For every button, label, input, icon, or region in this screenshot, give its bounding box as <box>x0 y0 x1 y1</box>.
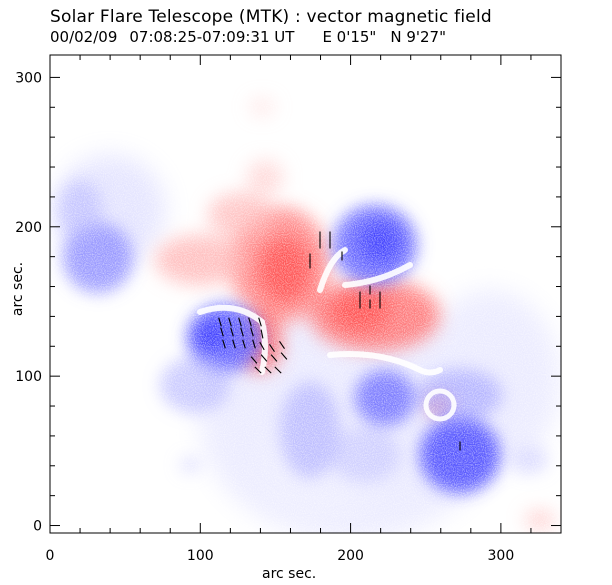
field-vector <box>260 329 264 339</box>
figure-title: Solar Flare Telescope (MTK) : vector mag… <box>50 7 492 27</box>
y-axis-label: arc sec. <box>10 261 26 317</box>
field-vector <box>238 317 242 327</box>
field-vector <box>259 341 265 351</box>
field-vector <box>240 327 244 337</box>
field-vector <box>250 327 254 337</box>
field-vector <box>260 354 268 362</box>
observation-date: 00/02/09 <box>50 28 118 46</box>
field-vector <box>222 339 226 349</box>
field-vector <box>258 317 262 327</box>
field-vector <box>274 366 282 374</box>
field-vector <box>250 356 258 364</box>
field-vector <box>264 366 272 374</box>
axis-ticks <box>49 55 562 533</box>
field-vector <box>269 343 275 353</box>
x-tick-label: 0 <box>46 548 55 564</box>
north-offset: N 9'27" <box>390 28 446 46</box>
field-vector <box>242 339 246 349</box>
x-axis-label: arc sec. <box>262 566 317 582</box>
y-tick-label: 200 <box>15 220 42 236</box>
field-vector <box>280 352 288 360</box>
field-vector <box>248 317 252 327</box>
y-tick-label: 0 <box>33 519 42 535</box>
noise-texture <box>50 55 561 533</box>
field-vector <box>270 354 278 362</box>
plot-frame <box>49 54 562 534</box>
transverse-field-vectors <box>218 231 461 451</box>
y-tick-label: 300 <box>15 70 42 86</box>
east-offset: E 0'15" <box>322 28 377 46</box>
field-vector <box>230 327 234 337</box>
field-vector <box>218 317 222 327</box>
x-tick-label: 100 <box>187 548 214 564</box>
field-vector <box>232 339 236 349</box>
axis-tick-labels: 0 100 200 300 0 100 200 300 <box>15 70 514 564</box>
field-vector <box>254 366 262 374</box>
neutral-ring <box>423 388 457 422</box>
x-tick-label: 200 <box>337 548 364 564</box>
observation-time-range: 07:08:25-07:09:31 UT <box>129 28 295 46</box>
field-vector <box>252 339 256 349</box>
y-tick-label: 100 <box>15 369 42 385</box>
observation-info: 00/02/09 07:08:25-07:09:31 UT E 0'15" N 9'2… <box>50 28 474 46</box>
field-vector <box>228 317 232 327</box>
field-vector <box>220 327 224 337</box>
x-tick-label: 300 <box>488 548 515 564</box>
field-map <box>50 55 561 533</box>
field-vector <box>279 340 285 350</box>
